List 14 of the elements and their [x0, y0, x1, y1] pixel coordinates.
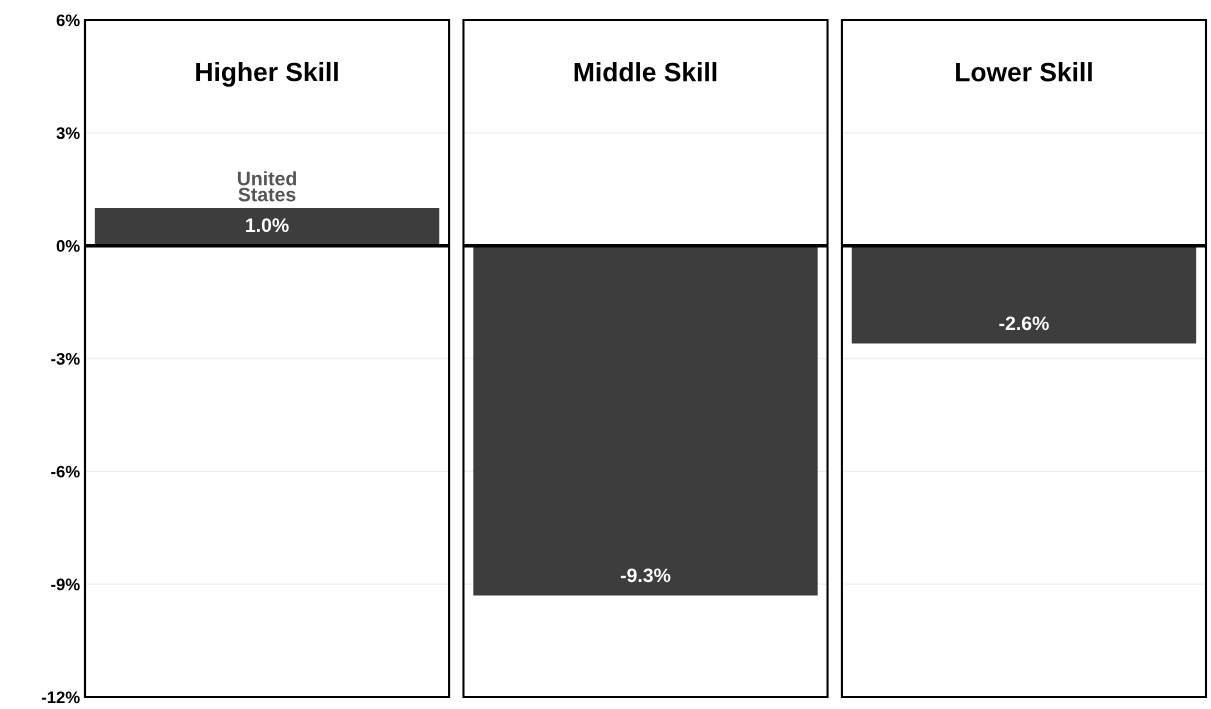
data-label: -9.3%	[620, 568, 671, 583]
y-tick-label: -9%	[51, 578, 80, 591]
data-label: -2.6%	[999, 316, 1049, 331]
y-tick-label: -3%	[51, 352, 80, 365]
y-tick-label: 3%	[56, 127, 80, 140]
x-tick-label: Higher Skill	[196, 61, 338, 87]
data-label: 1.0%	[246, 218, 289, 233]
y-tick-label: 6%	[56, 14, 80, 27]
y-tick-label: -6%	[51, 465, 80, 478]
x-tick-label: Lower Skill	[956, 62, 1092, 82]
series-label: United States	[237, 171, 297, 202]
y-tick-label: -12%	[41, 691, 80, 704]
y-tick-label: 0%	[56, 240, 80, 252]
x-tick-label: Middle Skill	[574, 62, 717, 82]
